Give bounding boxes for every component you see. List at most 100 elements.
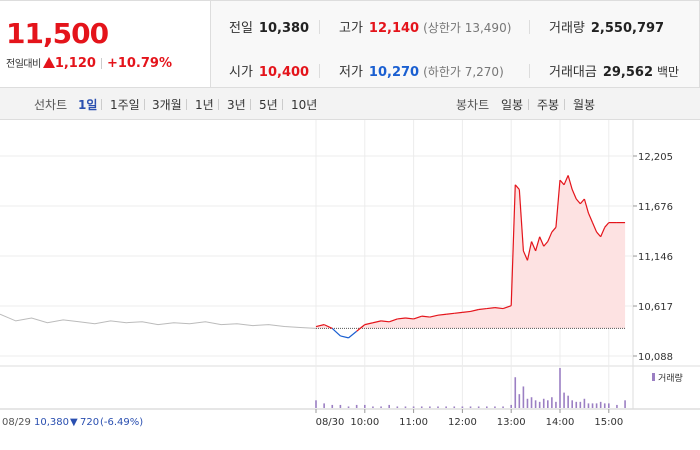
- volume-bar: [587, 403, 590, 408]
- tab-10year[interactable]: 10년: [291, 98, 318, 112]
- volume-bar: [477, 406, 480, 408]
- today-segment: [522, 250, 529, 261]
- divider: [319, 20, 320, 34]
- today-segment: [478, 307, 487, 311]
- volume-bar: [518, 394, 521, 408]
- x-tick-label: 13:00: [497, 417, 526, 428]
- price-panel: 11,500 전일대비 1,120 +10.79%: [0, 0, 210, 88]
- today-segment: [604, 222, 610, 228]
- today-segment: [567, 175, 573, 190]
- today-price-line: [315, 175, 626, 339]
- stat-value: 10,400: [258, 65, 310, 80]
- today-segment: [446, 312, 455, 315]
- today-segment: [397, 317, 406, 320]
- today-fill: [316, 175, 626, 329]
- volume-bar: [339, 404, 342, 408]
- volume-bar: [380, 406, 382, 408]
- stat-value: 29,562: [602, 65, 654, 80]
- today-segment: [575, 198, 581, 205]
- volume-chart: [315, 368, 626, 408]
- tab-5year[interactable]: 5년: [259, 98, 278, 112]
- y-tick-label: 10,088: [638, 352, 673, 363]
- divider: [319, 64, 320, 78]
- tab-weekly-candle[interactable]: 주봉: [537, 98, 560, 112]
- stat-label: 거래량: [549, 21, 585, 36]
- today-segment: [551, 226, 557, 233]
- stat-value: 10,270: [368, 65, 420, 80]
- stat-low: 저가 10,270 (하한가 7,270): [339, 61, 504, 80]
- volume-bar: [412, 406, 415, 408]
- today-segment: [514, 184, 520, 190]
- tab-3month[interactable]: 3개월: [152, 98, 182, 112]
- today-segment: [421, 315, 430, 318]
- today-segment: [591, 222, 598, 233]
- volume-bar: [616, 404, 618, 408]
- today-segment: [571, 189, 577, 200]
- volume-bar: [603, 403, 606, 408]
- today-segment: [600, 227, 606, 238]
- today-segment: [502, 305, 512, 310]
- prev-day-change-pct: (-6.49%): [100, 417, 143, 428]
- today-segment: [563, 175, 569, 186]
- tab-1week[interactable]: 1주일: [110, 98, 140, 112]
- today-segment: [547, 231, 553, 242]
- volume-bar: [555, 401, 557, 408]
- today-segment: [356, 324, 366, 332]
- stats-panel: 전일 10,380 고가 12,140 (상한가 13,490) 거래량 2,550,7…: [210, 0, 700, 88]
- volume-legend: 거래량: [652, 372, 683, 384]
- today-fill-area: [316, 175, 626, 329]
- today-segment: [348, 330, 358, 339]
- today-segment: [364, 322, 374, 326]
- down-triangle-icon: ▼: [70, 417, 78, 428]
- today-segment: [323, 324, 333, 329]
- divider: [144, 99, 145, 110]
- stat-label: 거래대금: [549, 65, 597, 80]
- stat-label: 저가: [339, 65, 363, 80]
- price-change-row: 전일대비 1,120 +10.79%: [6, 55, 172, 71]
- today-segment: [510, 184, 516, 306]
- volume-bar: [502, 406, 504, 408]
- stat-open: 시가 10,400: [229, 61, 309, 80]
- divider: [186, 99, 187, 110]
- volume-bar: [563, 392, 565, 408]
- stat-trade-value: 거래대금 29,562 백만: [549, 61, 679, 80]
- volume-bar: [583, 398, 586, 408]
- change-amount: 1,120: [54, 56, 96, 71]
- line-chart-title: 선차트: [34, 98, 68, 112]
- today-segment: [462, 310, 471, 313]
- volume-bar: [551, 397, 553, 408]
- x-tick-label: 12:00: [448, 417, 477, 428]
- volume-bar: [534, 400, 537, 408]
- stat-value: 12,140: [368, 21, 420, 36]
- volume-bar: [559, 368, 561, 408]
- tab-1day[interactable]: 1일: [78, 98, 98, 112]
- today-segment: [596, 231, 602, 238]
- volume-bar: [575, 401, 578, 408]
- tab-daily-candle[interactable]: 일봉: [501, 98, 524, 112]
- volume-bar: [364, 404, 366, 408]
- volume-bar: [355, 404, 358, 408]
- today-segment: [470, 308, 479, 312]
- volume-bar: [315, 400, 317, 408]
- today-segment: [583, 198, 590, 214]
- divider: [564, 99, 565, 110]
- volume-bar: [486, 406, 488, 408]
- tab-3year[interactable]: 3년: [227, 98, 246, 112]
- x-tick-label: 15:00: [594, 417, 623, 428]
- y-tick-label: 11,676: [638, 202, 673, 213]
- stat-note: (상한가 13,490): [423, 21, 512, 35]
- tab-monthly-candle[interactable]: 월봉: [573, 98, 596, 112]
- today-segment: [543, 241, 549, 247]
- prev-day-change: 720: [80, 417, 99, 428]
- volume-bar: [429, 406, 431, 408]
- tab-1year[interactable]: 1년: [195, 98, 214, 112]
- period-tab-bar: 선차트 1일 1주일 3개월 1년 3년 5년 10년 봉차트 일봉 주봉 월봉: [0, 88, 700, 120]
- today-segment: [389, 318, 398, 323]
- today-segment: [437, 313, 447, 316]
- today-segment: [494, 307, 504, 310]
- today-segment: [535, 236, 541, 252]
- volume-bar: [396, 406, 399, 408]
- volume-bar: [530, 397, 533, 408]
- volume-bar: [404, 406, 407, 408]
